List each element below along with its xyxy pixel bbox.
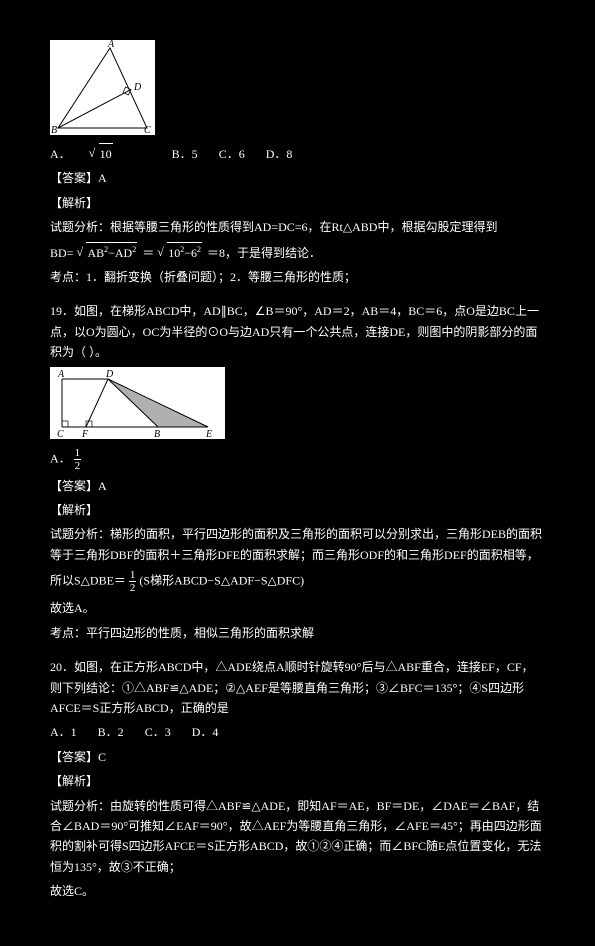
p18-options: A．10 B．5 C．6 D．8 <box>50 143 545 164</box>
svg-text:E: E <box>205 429 212 439</box>
svg-text:D: D <box>133 82 142 93</box>
p19-topic: 考点：平行四边形的性质，相似三角形的面积求解 <box>50 623 545 643</box>
triangle-figure: A B C D <box>50 40 155 135</box>
opt-d: D．8 <box>266 147 293 161</box>
p20-opt-d: D．4 <box>192 725 219 739</box>
opt-a: A．10 <box>50 147 151 161</box>
p20-answer: 【答案】C <box>50 747 545 767</box>
svg-text:B: B <box>154 429 160 439</box>
svg-text:F: F <box>81 429 89 439</box>
p20-final: 故选C。 <box>50 881 545 901</box>
p20-analysis-label: 【解析】 <box>50 771 545 791</box>
svg-text:D: D <box>105 369 114 380</box>
p19-stem: 19．如图，在梯形ABCD中，AD∥BC，∠B＝90°，AD＝2，AB＝4，BC… <box>50 301 545 362</box>
p20-analysis: 试题分析：由旋转的性质可得△ABF≌△ADE，即知AF＝AE，BF＝DE，∠DA… <box>50 796 545 878</box>
p20-options: A．1 B．2 C．3 D．4 <box>50 722 545 742</box>
p19-answer: 【答案】A <box>50 476 545 496</box>
p20-opt-a: A．1 <box>50 725 77 739</box>
p20-stem: 20．如图，在正方形ABCD中，△ADE绕点A顺时针旋转90°后与△ABF重合，… <box>50 657 545 718</box>
svg-text:A: A <box>57 369 65 380</box>
svg-text:C: C <box>144 125 151 135</box>
opt-b: B．5 <box>172 147 198 161</box>
svg-text:B: B <box>51 125 57 135</box>
p19-analysis-1: 试题分析：梯形的面积，平行四边形的面积及三角形的面积可以分别求出，三角形DEB的… <box>50 524 545 565</box>
svg-text:C: C <box>57 429 64 439</box>
trapezoid-figure: A D C F B E <box>50 367 225 439</box>
opt-c: C．6 <box>219 147 245 161</box>
p18-topic: 考点：1．翻折变换（折叠问题）；2．等腰三角形的性质； <box>50 267 545 287</box>
p19-analysis-3: 故选A。 <box>50 598 545 618</box>
svg-text:A: A <box>107 40 115 50</box>
p20-opt-b: B．2 <box>98 725 124 739</box>
p18-answer: 【答案】A <box>50 168 545 188</box>
p19-analysis-label: 【解析】 <box>50 500 545 520</box>
p18-analysis-label: 【解析】 <box>50 193 545 213</box>
p19-analysis-2: 所以S△DBE＝ 12 (S梯形ABCD−S△ADF−S△DFC) <box>50 569 545 594</box>
p19-option-a: A． 12 <box>50 447 545 472</box>
p20-opt-c: C．3 <box>145 725 171 739</box>
p18-analysis-1: 试题分析：根据等腰三角形的性质得到AD=DC=6，在Rt△ABD中，根据勾股定理… <box>50 217 545 237</box>
p18-analysis-2: BD= AB2−AD2 ＝ 102−62 ＝8，于是得到结论． <box>50 242 545 263</box>
